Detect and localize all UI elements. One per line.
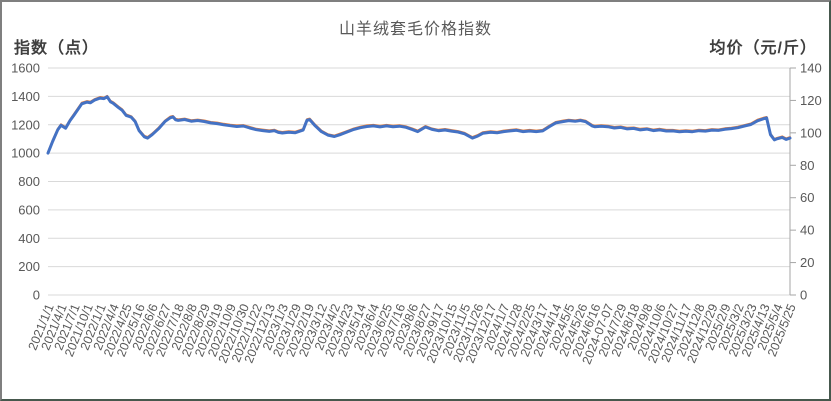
right-axis-title: 均价（元/斤） [709, 40, 817, 57]
right-axis-tick-label: 140 [800, 61, 822, 76]
chart-title: 山羊绒套毛价格指数 [338, 21, 492, 38]
left-axis-title: 指数（点） [14, 40, 100, 57]
left-axis-tick-label: 400 [18, 231, 40, 246]
left-axis-tick-label: 600 [18, 202, 40, 217]
left-axis-tick-label: 200 [18, 259, 40, 274]
left-axis-tick-label: 1200 [11, 117, 40, 132]
left-axis-tick-label: 0 [33, 288, 40, 303]
right-axis-tick-label: 40 [800, 223, 814, 238]
right-axis-tick-label: 60 [800, 190, 814, 205]
left-axis-tick-label: 1000 [11, 146, 40, 161]
left-axis-tick-label: 1600 [11, 61, 40, 76]
right-axis-tick-label: 80 [800, 158, 814, 173]
left-axis-tick-label: 800 [18, 174, 40, 189]
right-axis-tick-label: 0 [800, 288, 807, 303]
right-axis-tick-label: 120 [800, 93, 822, 108]
right-axis-tick-label: 100 [800, 125, 822, 140]
avg-price-line [47, 94, 791, 154]
index-line [46, 95, 792, 155]
left-axis-tick-label: 1400 [11, 89, 40, 104]
right-axis-tick-label: 20 [800, 255, 814, 270]
